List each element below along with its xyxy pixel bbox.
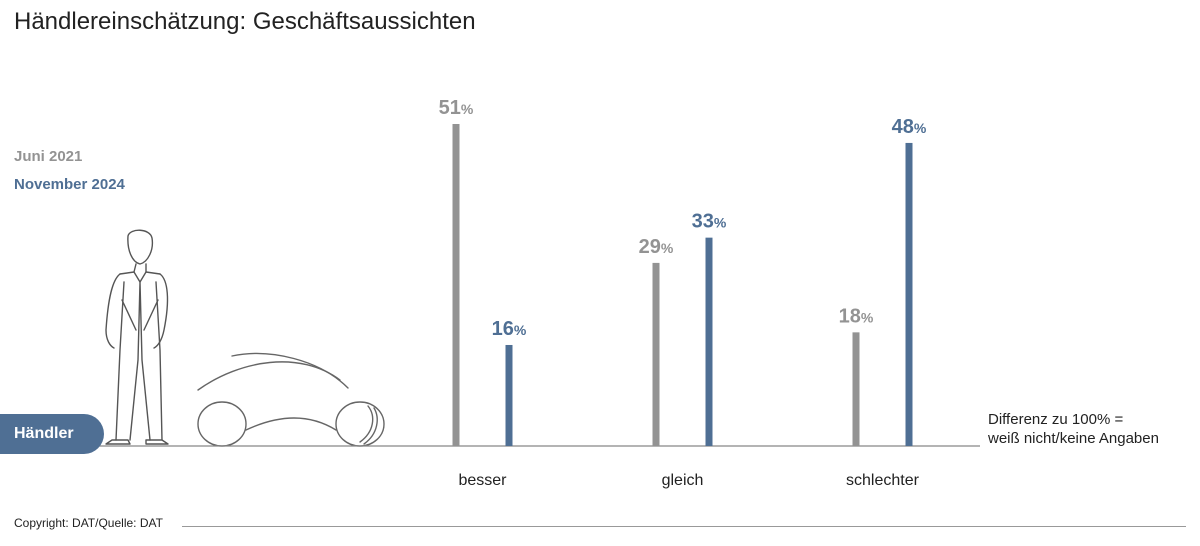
category-label-besser: besser xyxy=(458,472,507,489)
copyright-text: Copyright: DAT/Quelle: DAT xyxy=(14,516,163,530)
data-label-besser-series-2: 16% xyxy=(492,318,527,340)
bar-schlechter-series-1 xyxy=(852,332,860,446)
category-label-gleich: gleich xyxy=(662,472,704,489)
haendler-badge: Händler xyxy=(0,414,104,454)
bar-gleich-series-1 xyxy=(652,262,660,446)
data-label-gleich-series-2: 33% xyxy=(692,211,727,233)
car-illustration xyxy=(197,352,385,447)
bar-besser-series-1 xyxy=(452,124,460,446)
footer-divider xyxy=(182,526,1186,527)
data-label-gleich-series-1: 29% xyxy=(639,236,674,258)
bar-besser-series-2 xyxy=(505,344,513,446)
data-label-schlechter-series-1: 18% xyxy=(839,305,874,327)
data-label-schlechter-series-2: 48% xyxy=(892,116,927,138)
category-label-schlechter: schlechter xyxy=(846,472,920,489)
data-label-besser-series-1: 51% xyxy=(439,97,474,119)
difference-note: Differenz zu 100% = weiß nicht/keine Ang… xyxy=(988,410,1159,448)
bar-schlechter-series-2 xyxy=(905,142,913,447)
note-line-1: Differenz zu 100% = xyxy=(988,411,1124,428)
person-illustration xyxy=(105,229,169,445)
bar-gleich-series-2 xyxy=(705,237,713,446)
legend-item-series-2: November 2024 xyxy=(14,176,125,193)
chart-title: Händlereinschätzung: Geschäftsaussichten xyxy=(14,8,476,35)
note-line-2: weiß nicht/keine Angaben xyxy=(988,430,1159,447)
legend-item-series-1: Juni 2021 xyxy=(14,148,83,165)
